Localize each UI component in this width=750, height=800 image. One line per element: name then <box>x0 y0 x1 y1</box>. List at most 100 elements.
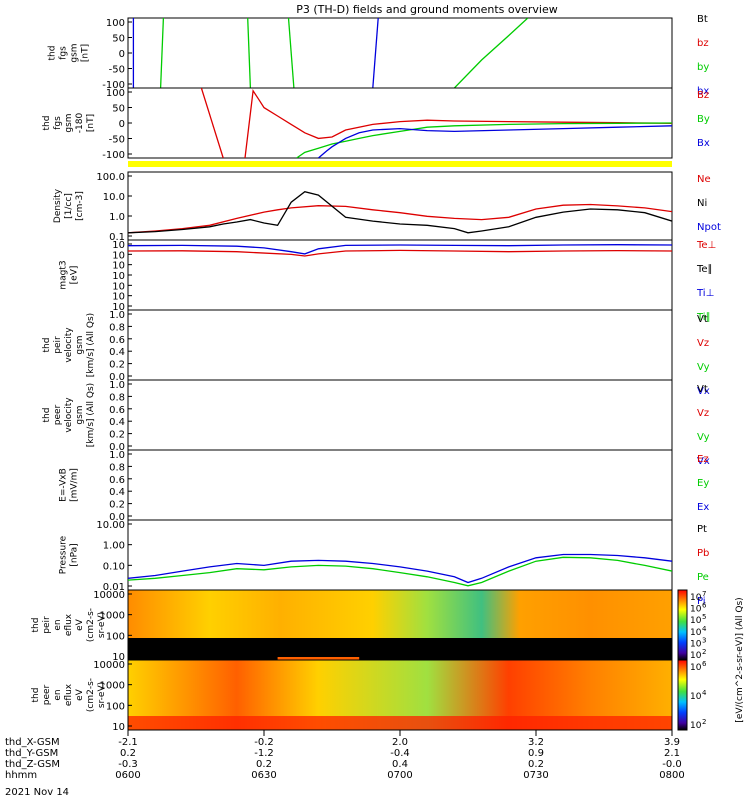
y-axis-label-line: [mV/m] <box>70 468 80 502</box>
axis-row-value: 0.9 <box>528 748 544 759</box>
legend-item: Vy <box>697 362 710 373</box>
y-tick-label: 10 <box>112 302 125 313</box>
panel-frame <box>127 309 673 381</box>
axis-row-value: -2.1 <box>118 737 138 748</box>
date-label: 2021 Nov 14 <box>5 787 69 798</box>
legend-item: Ez <box>697 454 709 465</box>
y-axis-label-line: thd <box>42 338 52 353</box>
axis-row-value: 0.2 <box>256 759 272 770</box>
y-axis-label-line: [nPa] <box>70 543 80 566</box>
colorbar-tick-label: 10 <box>690 616 702 626</box>
legend-item: Bz <box>697 90 709 101</box>
y-axis-label-line: [nT] <box>86 114 96 132</box>
y-axis-label-line: fgs <box>53 116 63 130</box>
y-tick-label: 0 <box>119 119 125 130</box>
axis-row-name: thd_Z-GSM <box>5 759 60 770</box>
y-axis-label-line: Density <box>53 188 63 223</box>
axis-row-name: thd_X-GSM <box>5 737 60 748</box>
y-tick-label: 10 <box>112 292 125 303</box>
y-axis-label-line: sr-eV) <box>97 682 107 708</box>
colorbar-tick-label: 10 <box>690 593 702 603</box>
y-tick-label: 0.4 <box>109 487 125 498</box>
y-tick-label: 10 <box>112 271 125 282</box>
legend-item: Ey <box>697 478 709 489</box>
panel-frame <box>127 17 673 89</box>
y-axis-label-line: gsm <box>75 405 85 424</box>
axis-row-value: -0.2 <box>254 737 274 748</box>
y-tick-label: 100.0 <box>96 172 125 183</box>
y-tick-label: 0.6 <box>109 475 125 486</box>
panel-fgl: 100 50 0 -50 -100 thd fgs gsm -180 [nT] Bz By Bx <box>42 87 710 161</box>
legend-item: Pe <box>697 572 709 583</box>
y-tick-label: -100 <box>102 80 125 91</box>
y-axis-label: magt3 [eV] <box>59 260 80 289</box>
y-axis-label-line: [km/s] (All Qs) <box>86 313 96 377</box>
y-axis-label: thd peir velocity gsm [km/s] (All Qs) <box>42 313 96 377</box>
series-Ne <box>128 203 672 234</box>
colorbar-tick-label: 10 <box>690 605 702 615</box>
y-axis-label-line: thd <box>31 688 41 703</box>
axis-row-value: 2.1 <box>664 748 680 759</box>
y-axis-label: E=-VxB [mV/m] <box>59 468 80 502</box>
legend-item: Bt <box>697 14 708 25</box>
y-axis-label-line: Pressure <box>59 535 69 574</box>
axis-row-value: 0730 <box>523 770 548 781</box>
y-tick-label: 0.8 <box>109 462 125 473</box>
y-tick-label: 0.0 <box>109 512 125 523</box>
y-axis-label-line: [cm-3] <box>75 191 85 221</box>
heatmap-fill-low <box>128 716 672 730</box>
series-Te⊥ <box>128 249 672 257</box>
legend-item: bz <box>697 38 709 49</box>
legend-item: Ti⊥ <box>696 288 714 299</box>
y-tick-label: 1000 <box>100 611 125 622</box>
y-axis-label: Pressure [nPa] <box>59 535 80 574</box>
y-axis-label-line: thd <box>42 408 52 423</box>
y-tick-label: 1.0 <box>109 212 125 223</box>
axis-row-value: -1.2 <box>254 748 274 759</box>
y-tick-label: 1000 <box>100 681 125 692</box>
series-by <box>453 18 529 88</box>
y-tick-label: 1.0 <box>109 450 125 461</box>
y-tick-label: 10 <box>112 261 125 272</box>
panel-frame <box>127 171 673 241</box>
series-Pe <box>128 556 672 587</box>
legend-item: Vx <box>697 386 710 397</box>
y-axis-label-line: thd <box>42 116 52 131</box>
legend-item: Te⊥ <box>696 240 716 251</box>
y-axis-label-line: eflux <box>64 683 74 706</box>
axis-row-name: hhmm <box>5 770 37 781</box>
colorbar-tick-label: 10 <box>690 721 702 731</box>
y-tick-label: 10000 <box>93 660 125 671</box>
series-by <box>287 18 295 88</box>
colorbar-tick-exponent: 6 <box>702 602 707 610</box>
panel-electron_flux: 10000 1000 100 10 thd peer en eflux eV (cm2-s-sr-… <box>31 659 673 733</box>
colorbar-bar <box>677 589 688 661</box>
y-tick-label: 0.2 <box>109 430 125 441</box>
y-axis-label: thd peer velocity gsm [km/s] (All Qs) <box>42 383 96 447</box>
axis-row-value: 0800 <box>659 770 684 781</box>
axis-row-value: 0700 <box>387 770 412 781</box>
chart-title: P3 (TH-D) fields and ground moments over… <box>296 3 558 16</box>
legend-item: Ne <box>697 174 711 185</box>
colorbar-tick-exponent: 4 <box>702 625 707 633</box>
y-axis-label-line: [nT] <box>81 44 91 62</box>
axis-row-value: 0.2 <box>120 748 136 759</box>
y-axis-label-line: peer <box>42 684 52 705</box>
y-tick-label: 0.6 <box>109 335 125 346</box>
y-tick-label: 0.0 <box>109 372 125 383</box>
axis-row-value: 0.4 <box>392 759 408 770</box>
y-tick-label: 100 <box>106 701 125 712</box>
y-axis-label-line: sr-eV) <box>97 612 107 638</box>
y-tick-label: 10 <box>112 250 125 261</box>
y-axis-label-line: gsm <box>75 335 85 354</box>
y-tick-label: 10 <box>112 652 125 663</box>
y-axis-label-line: [1/cc] <box>64 193 74 219</box>
y-tick-label: 10 <box>112 281 125 292</box>
y-axis-label-line: velocity <box>64 327 74 363</box>
y-tick-label: 0 <box>119 49 125 60</box>
